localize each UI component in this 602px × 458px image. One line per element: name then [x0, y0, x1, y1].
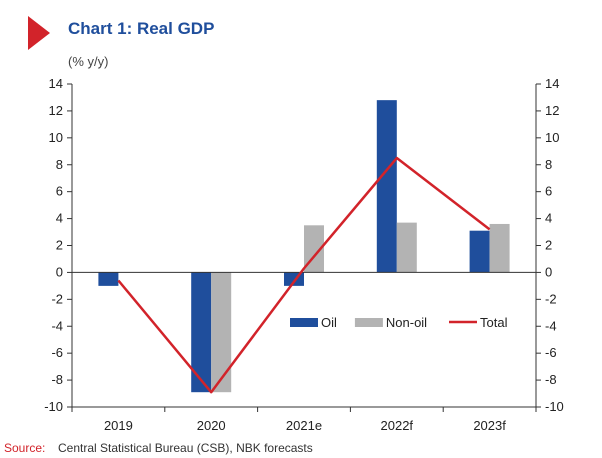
y-tick-label-right: -6: [545, 345, 557, 360]
y-tick-label-left: 4: [56, 211, 63, 226]
y-tick-label-left: -6: [51, 345, 63, 360]
y-tick-label-right: 14: [545, 76, 559, 91]
x-tick-label: 2019: [104, 418, 133, 433]
line-total: [117, 156, 491, 394]
y-tick-label-right: 6: [545, 184, 552, 199]
y-tick-label-right: -2: [545, 291, 557, 306]
y-tick-label-right: 2: [545, 238, 552, 253]
legend-label-oil: Oil: [321, 315, 337, 330]
y-tick-label-right: 8: [545, 157, 552, 172]
y-tick-label-left: 10: [49, 130, 63, 145]
bar-non-oil: [396, 222, 417, 273]
y-tick-label-right: 4: [545, 211, 552, 226]
bar-non-oil: [211, 272, 232, 393]
chart-title: Chart 1: Real GDP: [68, 19, 214, 38]
y-tick-label-left: -4: [51, 318, 63, 333]
y-tick-label-left: 14: [49, 76, 63, 91]
y-tick-label-left: 12: [49, 103, 63, 118]
legend: Oil Non-oil Total: [290, 315, 508, 330]
plot-area: -10 -10 -8 -8 -6 -6 -4 -4 -2 -2 0 0 2 2 4 4 6 6 8 8 10 10 12 12…: [44, 76, 564, 433]
y-tick-label-left: 8: [56, 157, 63, 172]
x-tick-label: 2022f: [381, 418, 414, 433]
y-tick-label-left: -2: [51, 291, 63, 306]
unit-label: (% y/y): [68, 54, 108, 69]
legend-label-total: Total: [480, 315, 508, 330]
y-tick-label-right: 12: [545, 103, 559, 118]
x-tick-label: 2023f: [473, 418, 506, 433]
legend-swatch-non-oil: [354, 318, 383, 327]
y-tick-label-right: -4: [545, 318, 557, 333]
y-tick-label-left: 2: [56, 238, 63, 253]
bar-oil: [376, 100, 397, 273]
y-tick-label-right: -10: [545, 399, 564, 414]
y-tick-label-right: 0: [545, 264, 552, 279]
source-label: Source:: [4, 441, 45, 455]
bar-oil: [469, 230, 490, 273]
legend-swatch-oil: [290, 318, 318, 327]
y-tick-label-left: -8: [51, 372, 63, 387]
bar-oil: [191, 272, 212, 393]
legend-label-non-oil: Non-oil: [386, 315, 427, 330]
y-tick-label-left: -10: [44, 399, 63, 414]
bar-oil: [98, 272, 119, 286]
y-tick-label-right: 10: [545, 130, 559, 145]
y-tick-label-left: 6: [56, 184, 63, 199]
y-tick-label-left: 0: [56, 264, 63, 279]
bar-non-oil: [489, 223, 510, 273]
x-tick-label: 2021e: [286, 418, 322, 433]
accent-triangle-icon: [28, 16, 50, 50]
x-tick-label: 2020: [197, 418, 226, 433]
source-text: Central Statistical Bureau (CSB), NBK fo…: [58, 441, 313, 455]
y-tick-label-right: -8: [545, 372, 557, 387]
